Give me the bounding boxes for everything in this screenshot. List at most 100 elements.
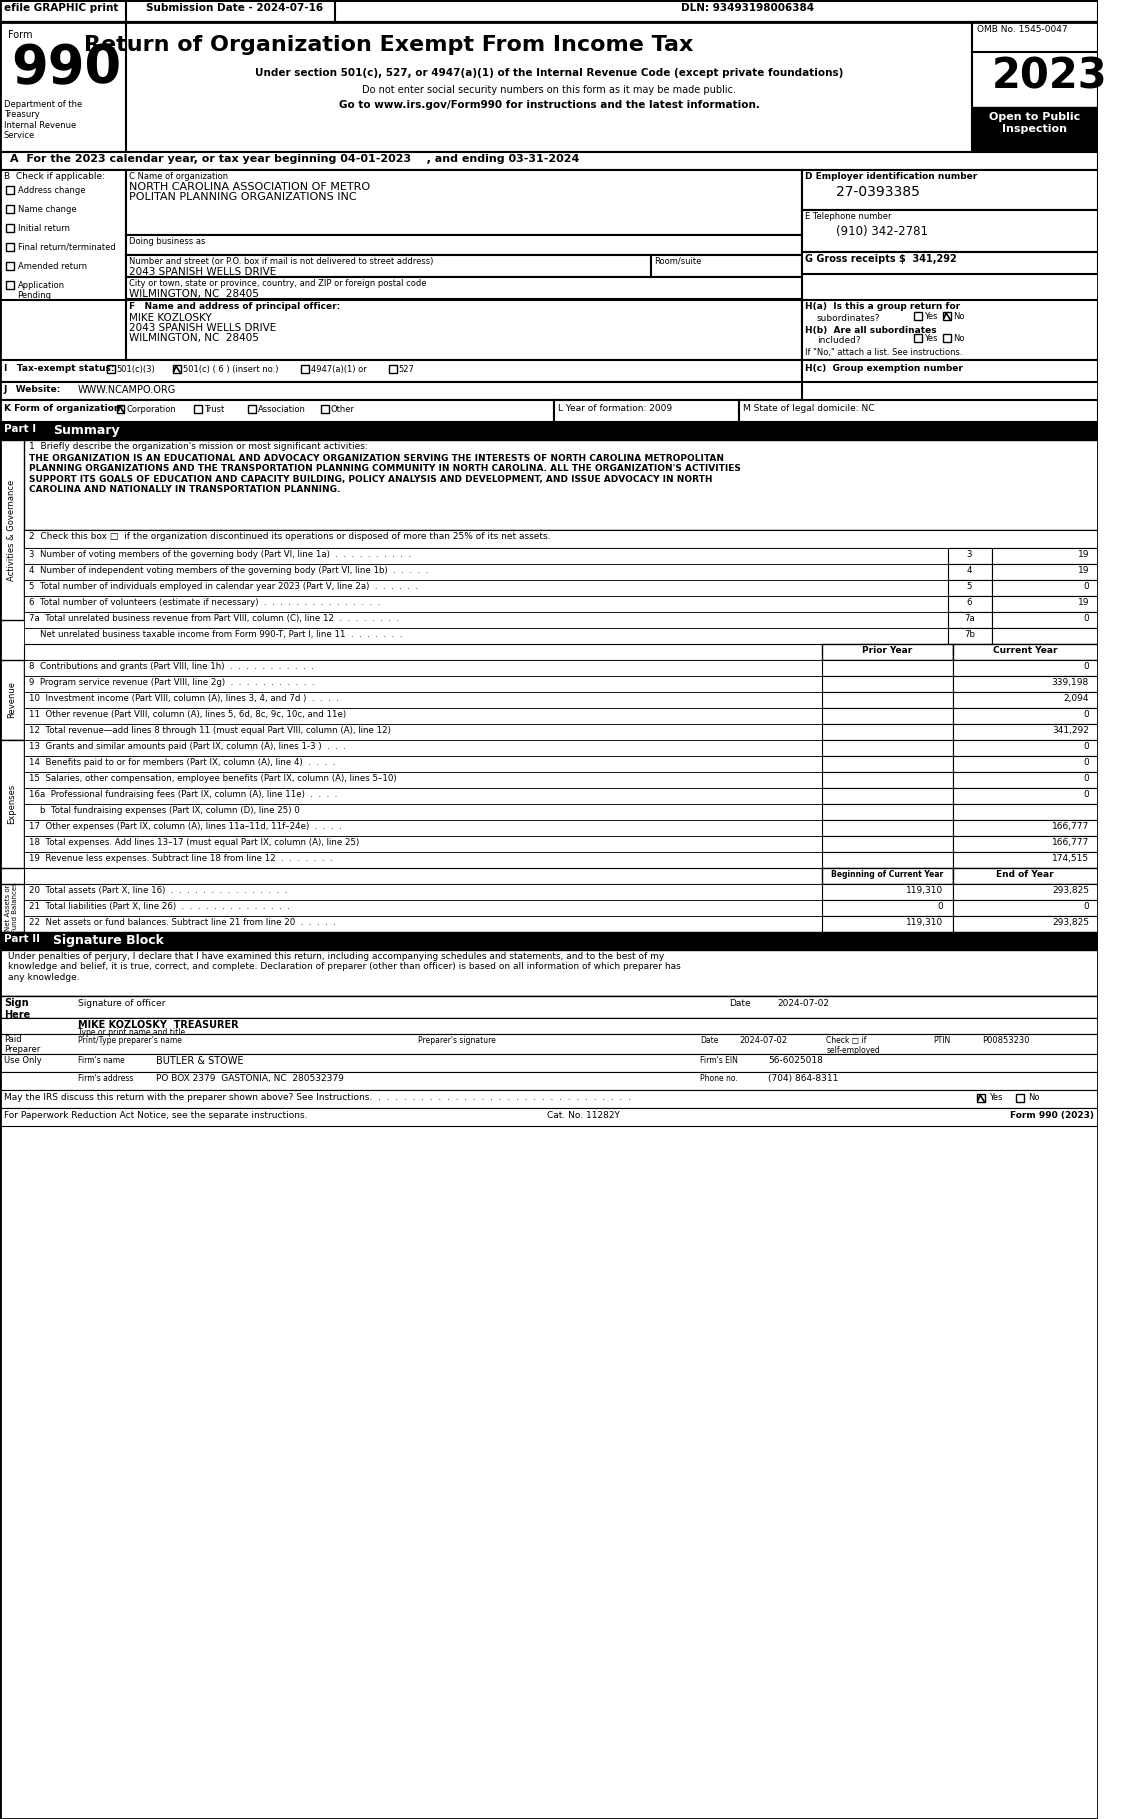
- Bar: [0, 997, 1097, 1019]
- Text: B  Check if applicable:: B Check if applicable:: [3, 173, 105, 182]
- Bar: [822, 788, 953, 804]
- Bar: [953, 644, 1097, 660]
- Bar: [991, 611, 1097, 628]
- Text: 19  Revenue less expenses. Subtract line 18 from line 12  .  .  .  .  .  .  .: 19 Revenue less expenses. Subtract line …: [29, 853, 333, 862]
- Bar: [953, 900, 1097, 917]
- Bar: [822, 691, 953, 708]
- Bar: [25, 851, 822, 868]
- Bar: [822, 708, 953, 724]
- Text: (704) 864-8311: (704) 864-8311: [768, 1073, 839, 1082]
- Text: 19: 19: [1077, 598, 1089, 608]
- Bar: [0, 1053, 1097, 1071]
- Bar: [991, 580, 1097, 597]
- Text: May the IRS discuss this return with the preparer shown above? See Instructions.: May the IRS discuss this return with the…: [3, 1093, 631, 1102]
- Bar: [822, 837, 953, 851]
- Text: 12  Total revenue—add lines 8 through 11 (must equal Part VIII, column (A), line: 12 Total revenue—add lines 8 through 11 …: [29, 726, 391, 735]
- Bar: [173, 366, 181, 373]
- Text: MIKE KOZLOSKY  TREASURER: MIKE KOZLOSKY TREASURER: [78, 1020, 238, 1030]
- Bar: [301, 366, 309, 373]
- Text: Under section 501(c), 527, or 4947(a)(1) of the Internal Revenue Code (except pr: Under section 501(c), 527, or 4947(a)(1)…: [255, 67, 843, 78]
- Bar: [25, 677, 822, 691]
- Bar: [25, 900, 822, 917]
- Bar: [822, 771, 953, 788]
- Bar: [953, 804, 1097, 820]
- Text: Submission Date - 2024-07-16: Submission Date - 2024-07-16: [146, 4, 323, 13]
- Bar: [25, 724, 822, 740]
- Text: Initial return: Initial return: [18, 224, 70, 233]
- Text: 0: 0: [1083, 902, 1089, 911]
- Bar: [802, 209, 1097, 253]
- Bar: [953, 837, 1097, 851]
- Text: 341,292: 341,292: [1052, 726, 1089, 735]
- Text: 3: 3: [966, 549, 972, 558]
- Text: 8  Contributions and grants (Part VIII, line 1h)  .  .  .  .  .  .  .  .  .  .  : 8 Contributions and grants (Part VIII, l…: [29, 662, 314, 671]
- Text: Number and street (or P.O. box if mail is not delivered to street address): Number and street (or P.O. box if mail i…: [130, 256, 434, 266]
- Bar: [822, 660, 953, 677]
- Text: J   Website:: J Website:: [3, 386, 61, 395]
- Text: 9  Program service revenue (Part VIII, line 2g)  .  .  .  .  .  .  .  .  .  .  .: 9 Program service revenue (Part VIII, li…: [29, 678, 315, 688]
- Text: THE ORGANIZATION IS AN EDUCATIONAL AND ADVOCACY ORGANIZATION SERVING THE INTERES: THE ORGANIZATION IS AN EDUCATIONAL AND A…: [29, 455, 741, 495]
- Bar: [126, 300, 802, 360]
- Text: Check □ if
self-employed: Check □ if self-employed: [826, 1037, 881, 1055]
- Bar: [953, 691, 1097, 708]
- Bar: [822, 851, 953, 868]
- Text: Room/suite: Room/suite: [655, 256, 702, 266]
- Text: Trust: Trust: [204, 406, 225, 415]
- Text: Firm's EIN: Firm's EIN: [700, 1057, 738, 1064]
- Text: 2023: 2023: [991, 56, 1108, 98]
- Text: A  For the 2023 calendar year, or tax year beginning 04-01-2023    , and ending : A For the 2023 calendar year, or tax yea…: [10, 155, 579, 164]
- Bar: [388, 366, 396, 373]
- Bar: [948, 597, 991, 611]
- Text: Activities & Governance: Activities & Governance: [7, 480, 16, 580]
- Text: included?: included?: [816, 337, 860, 346]
- Text: If "No," attach a list. See instructions.: If "No," attach a list. See instructions…: [805, 347, 963, 357]
- Text: Signature Block: Signature Block: [53, 933, 165, 948]
- Bar: [822, 804, 953, 820]
- Bar: [953, 708, 1097, 724]
- Bar: [0, 884, 25, 931]
- Bar: [25, 868, 1097, 884]
- Text: Form 990 (2023): Form 990 (2023): [1009, 1111, 1094, 1121]
- Bar: [25, 804, 822, 820]
- Text: Yes: Yes: [989, 1093, 1003, 1102]
- Bar: [25, 771, 822, 788]
- Bar: [0, 1033, 1097, 1053]
- Bar: [0, 382, 802, 400]
- Bar: [25, 611, 948, 628]
- Bar: [802, 360, 1097, 382]
- Bar: [943, 313, 951, 320]
- Text: efile GRAPHIC print: efile GRAPHIC print: [3, 4, 119, 13]
- Bar: [6, 224, 14, 233]
- Text: Preparer's signature: Preparer's signature: [418, 1037, 496, 1044]
- Bar: [0, 400, 554, 422]
- Text: 2043 SPANISH WELLS DRIVE: 2043 SPANISH WELLS DRIVE: [130, 324, 277, 333]
- Text: L Year of formation: 2009: L Year of formation: 2009: [558, 404, 672, 413]
- Bar: [0, 740, 25, 868]
- Bar: [116, 406, 124, 413]
- Text: 10  Investment income (Part VIII, column (A), lines 3, 4, and 7d )  .  .  .  .: 10 Investment income (Part VIII, column …: [29, 695, 339, 702]
- Text: 0: 0: [1083, 775, 1089, 782]
- Text: 0: 0: [1083, 789, 1089, 799]
- Bar: [822, 677, 953, 691]
- Text: 56-6025018: 56-6025018: [768, 1057, 823, 1064]
- Text: 17  Other expenses (Part IX, column (A), lines 11a–11d, 11f–24e)  .  .  .  .: 17 Other expenses (Part IX, column (A), …: [29, 822, 342, 831]
- Text: For Paperwork Reduction Act Notice, see the separate instructions.: For Paperwork Reduction Act Notice, see …: [3, 1111, 307, 1121]
- Bar: [822, 724, 953, 740]
- Text: Type or print name and title: Type or print name and title: [78, 1028, 185, 1037]
- Text: H(c)  Group exemption number: H(c) Group exemption number: [805, 364, 963, 373]
- Bar: [991, 597, 1097, 611]
- Text: 293,825: 293,825: [1052, 886, 1089, 895]
- Bar: [943, 335, 951, 342]
- Text: 15  Salaries, other compensation, employee benefits (Part IX, column (A), lines : 15 Salaries, other compensation, employe…: [29, 775, 396, 782]
- Text: Date: Date: [700, 1037, 718, 1044]
- Text: POLITAN PLANNING ORGANIZATIONS INC: POLITAN PLANNING ORGANIZATIONS INC: [130, 193, 357, 202]
- Bar: [822, 868, 953, 884]
- Bar: [0, 22, 1097, 153]
- Bar: [25, 564, 948, 580]
- Text: D Employer identification number: D Employer identification number: [805, 173, 978, 182]
- Bar: [972, 22, 1097, 153]
- Bar: [25, 820, 822, 837]
- Text: 501(c) ( 6 ) (insert no.): 501(c) ( 6 ) (insert no.): [183, 366, 278, 375]
- Text: 4: 4: [966, 566, 972, 575]
- Text: Form: Form: [8, 29, 33, 40]
